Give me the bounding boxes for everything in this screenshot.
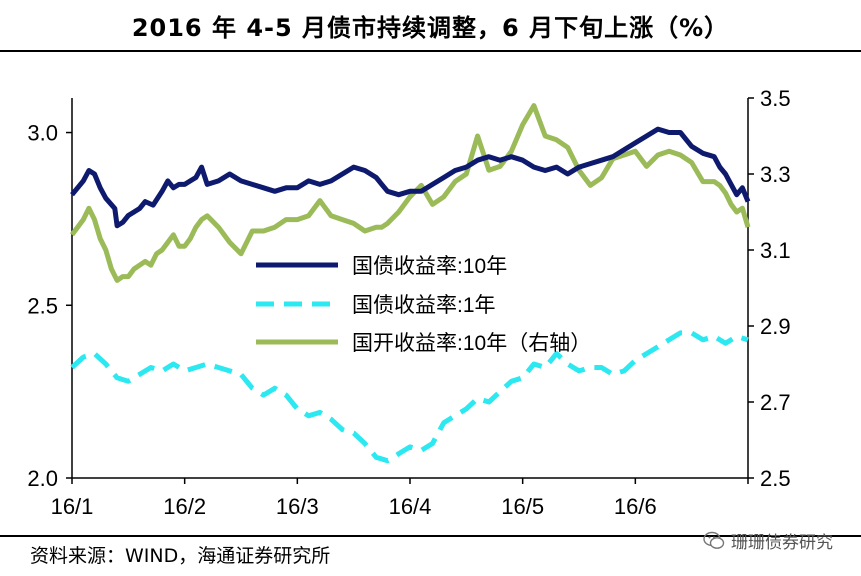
line-chart: 2.0 2.5 3.0 2.5 2.7 2.9 3.1 3.3 3.5 16/1 16/2 16/3 1… (27, 86, 790, 519)
left-tick-label: 2.5 (27, 293, 58, 318)
source-rule (0, 535, 861, 537)
series-line-0 (70, 126, 751, 229)
x-tick-label: 16/3 (276, 494, 319, 519)
x-tick-label: 16/5 (501, 494, 544, 519)
series-line-2 (69, 103, 751, 283)
watermark: 珊珊债券研究 (703, 528, 833, 553)
chart-title: 2016 年 4-5 月债市持续调整，6 月下旬上涨（%） (131, 14, 730, 42)
legend-label-2: 国开收益率:10年（右轴） (352, 332, 591, 355)
source-note: 资料来源：WIND，海通证券研究所 (30, 545, 331, 567)
legend-label-0: 国债收益率:10年 (352, 255, 507, 278)
chart-axes: 2.0 2.5 3.0 2.5 2.7 2.9 3.1 3.3 3.5 16/1 16/2 16/3 1… (27, 86, 790, 519)
x-tick-label: 16/4 (389, 494, 432, 519)
right-tick-label: 3.5 (760, 86, 791, 111)
series-layer (69, 103, 751, 464)
title-top-rule (0, 50, 861, 52)
right-tick-label: 3.1 (760, 238, 791, 263)
x-tick-label: 16/2 (163, 494, 206, 519)
watermark-text: 珊珊债券研究 (731, 533, 833, 553)
wechat-icon (703, 531, 725, 549)
left-tick-label: 2.0 (27, 466, 58, 491)
series-line-1 (70, 330, 749, 464)
right-tick-label: 2.9 (760, 314, 791, 339)
right-tick-label: 2.7 (760, 390, 791, 415)
right-tick-label: 3.3 (760, 162, 791, 187)
x-tick-label: 16/1 (51, 494, 94, 519)
x-tick-label: 16/6 (614, 494, 657, 519)
legend-label-1: 国债收益率:1年 (352, 294, 496, 317)
right-tick-label: 2.5 (760, 466, 791, 491)
left-tick-label: 3.0 (27, 121, 58, 146)
